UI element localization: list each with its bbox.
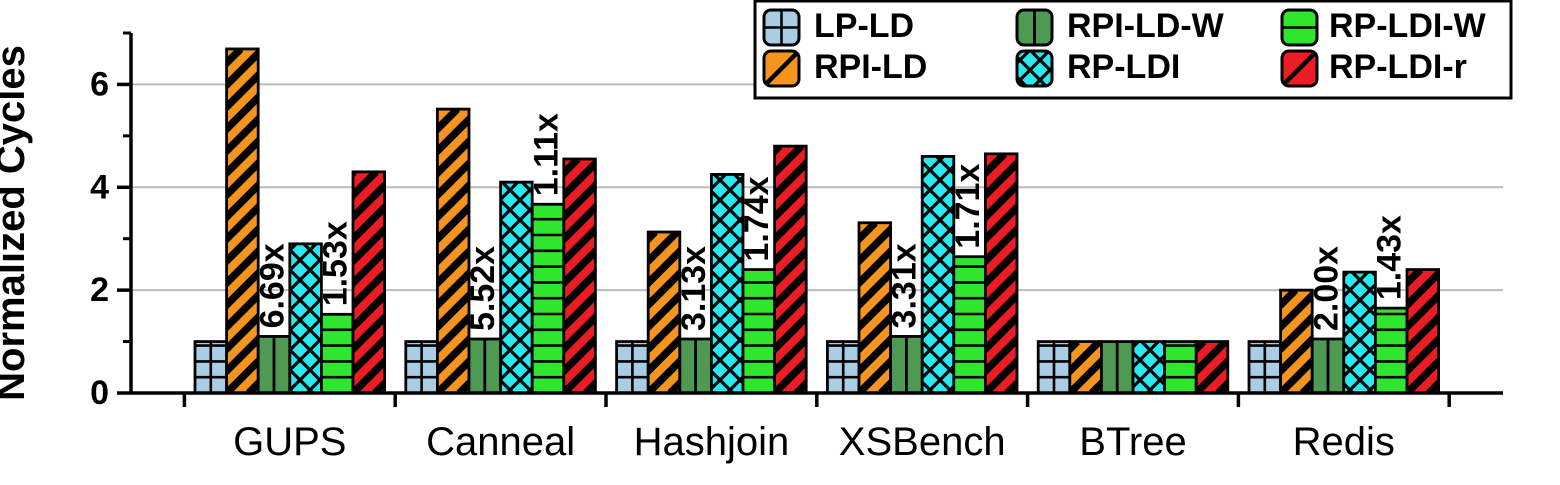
svg-text:LP-LD: LP-LD — [814, 7, 914, 45]
svg-text:3.13x: 3.13x — [675, 246, 713, 331]
svg-text:Canneal: Canneal — [426, 420, 575, 464]
svg-text:3.31x: 3.31x — [886, 243, 924, 328]
svg-text:6: 6 — [90, 65, 109, 103]
svg-text:XSBench: XSBench — [839, 420, 1006, 464]
svg-text:1.53x: 1.53x — [317, 221, 355, 306]
svg-text:1.43x: 1.43x — [1371, 215, 1409, 300]
svg-text:4: 4 — [90, 168, 109, 206]
svg-text:Redis: Redis — [1293, 420, 1395, 464]
svg-text:RP-LDI: RP-LDI — [1067, 48, 1180, 86]
svg-text:1.71x: 1.71x — [949, 164, 987, 249]
svg-text:1.74x: 1.74x — [738, 176, 776, 261]
svg-text:2: 2 — [90, 271, 109, 309]
svg-text:RP-LDI-r: RP-LDI-r — [1329, 48, 1467, 86]
svg-text:Normalized Cycles: Normalized Cycles — [0, 45, 33, 401]
svg-text:5.52x: 5.52x — [464, 246, 502, 331]
svg-text:Hashjoin: Hashjoin — [634, 420, 790, 464]
svg-text:1.11x: 1.11x — [527, 113, 565, 196]
svg-text:RPI-LD: RPI-LD — [814, 48, 927, 86]
svg-text:6.69x: 6.69x — [253, 243, 291, 328]
svg-text:0: 0 — [90, 374, 109, 412]
svg-text:RP-LDI-W: RP-LDI-W — [1329, 7, 1487, 45]
svg-text:BTree: BTree — [1079, 420, 1186, 464]
svg-text:GUPS: GUPS — [233, 420, 346, 464]
svg-text:2.00x: 2.00x — [1307, 246, 1345, 331]
svg-text:RPI-LD-W: RPI-LD-W — [1067, 7, 1225, 45]
